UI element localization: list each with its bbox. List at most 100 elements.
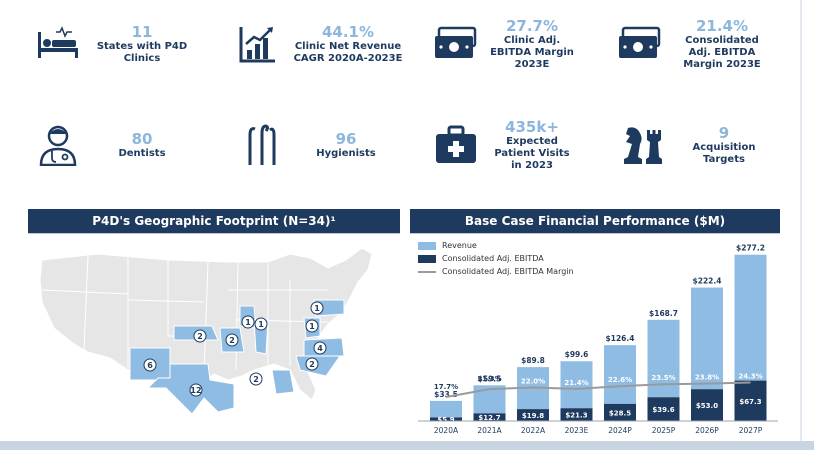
stat-label: Consolidated Adj. EBITDA Margin 2023E	[683, 34, 761, 70]
margin-data-label: 24.3%	[738, 372, 762, 380]
stat-value: 9	[718, 123, 730, 142]
ebitda-bar	[517, 409, 549, 421]
state-count: 2	[309, 360, 315, 369]
ebitda-bar	[473, 413, 506, 421]
x-tick-label: 2023E	[565, 426, 589, 435]
stat-value: 27.7%	[505, 16, 559, 35]
revenue-data-label: $59.5	[478, 374, 502, 383]
ebitda-data-label: $21.3	[565, 412, 587, 420]
page-right-border	[800, 0, 802, 441]
x-tick-label: 2024P	[608, 426, 632, 435]
x-tick-label: 2025P	[652, 426, 676, 435]
revenue-bar	[734, 254, 767, 381]
chart-panel-title: Base Case Financial Performance ($M)	[410, 209, 780, 233]
map-panel-title: P4D's Geographic Footprint (N=34)¹	[28, 209, 400, 233]
stat-label: Hygienists	[316, 147, 376, 159]
ebitda-data-label: $19.8	[522, 412, 544, 420]
state-count: 6	[147, 361, 153, 370]
medical-kit-icon	[428, 117, 484, 173]
state-count: 2	[197, 332, 203, 341]
state-count: 1	[309, 322, 315, 331]
state-georgia	[271, 369, 295, 395]
financial-chart: $33.5 $5.9 2020A $59.5 $12.7 2021A $89.8 $19.8 2…	[418, 244, 778, 435]
ebitda-data-label: $53.0	[696, 402, 718, 410]
stat-acquisition-targets: 9 Acquisition Targets	[614, 117, 772, 173]
margin-data-label: 23.5%	[651, 374, 675, 382]
chart-panel-underline	[410, 233, 780, 234]
revenue-bar	[560, 361, 593, 409]
dentist-icon	[30, 117, 86, 173]
x-tick-label: 2020A	[434, 426, 459, 435]
ebitda-data-label: $12.7	[478, 414, 500, 422]
stat-cagr: 44.1% Clinic Net Revenue CAGR 2020A-2023…	[230, 16, 404, 72]
stat-value: 11	[131, 22, 153, 41]
chart-legend: Revenue Consolidated Adj. EBITDA Consoli…	[418, 239, 574, 278]
ebitda-data-label: $39.6	[652, 406, 674, 414]
stat-consolidated-margin: 21.4% Consolidated Adj. EBITDA Margin 20…	[612, 16, 770, 72]
map-panel-underline	[28, 233, 400, 234]
margin-data-label: 17.7%	[434, 383, 458, 391]
revenue-data-label: $126.4	[606, 334, 635, 343]
stat-value: 21.4%	[695, 16, 749, 35]
x-tick-label: 2027P	[739, 426, 763, 435]
us-map: 6 12 2 2 1 1 2 1 1 4 2	[39, 247, 373, 415]
revenue-data-label: $168.7	[649, 309, 678, 318]
state-count: 2	[229, 336, 235, 345]
hospital-bed-icon	[30, 16, 86, 72]
revenue-data-label: $89.8	[521, 356, 545, 365]
stat-hygienists: 96 Hygienists	[234, 117, 396, 173]
state-count: 4	[317, 344, 323, 353]
stat-label: Clinic Adj. EBITDA Margin 2023E	[490, 34, 574, 70]
legend-item: Consolidated Adj. EBITDA	[418, 252, 574, 265]
stat-label: Expected Patient Visits in 2023	[494, 135, 570, 171]
state-count: 12	[190, 386, 201, 395]
ebitda-data-label: $67.3	[739, 398, 761, 406]
state-count: 2	[253, 375, 259, 384]
dental-tools-icon	[234, 117, 290, 173]
ebitda-data-label: $28.5	[609, 409, 631, 417]
legend-label: Revenue	[442, 241, 477, 250]
stat-label: States with P4D Clinics	[96, 40, 188, 64]
ebitda-bar	[691, 389, 723, 421]
legend-label: Consolidated Adj. EBITDA	[442, 254, 544, 263]
stat-states: 11 States with P4D Clinics	[30, 16, 192, 72]
revenue-data-label: $99.6	[565, 350, 589, 359]
revenue-bar	[691, 287, 723, 390]
ebitda-bar	[604, 403, 636, 421]
state-count: 1	[245, 318, 251, 327]
stat-label: Dentists	[118, 147, 166, 159]
ebitda-bar	[647, 397, 680, 421]
legend-item: Revenue	[418, 239, 574, 252]
revenue-data-label: $33.5	[434, 390, 458, 399]
stat-value: 44.1%	[321, 22, 375, 41]
stat-value: 96	[335, 129, 357, 148]
stat-value: 80	[131, 129, 153, 148]
margin-data-label: 22.0%	[521, 378, 545, 386]
x-tick-label: 2022A	[521, 426, 546, 435]
stat-label: Acquisition Targets	[692, 141, 756, 165]
revenue-bar	[430, 400, 462, 418]
growth-chart-icon	[230, 16, 286, 72]
legend-line-swatch	[418, 270, 436, 273]
margin-data-label: 21.3%	[477, 375, 501, 383]
stat-dentists: 80 Dentists	[30, 117, 192, 173]
stat-value: 435k+	[505, 117, 559, 136]
margin-data-label: 23.8%	[695, 374, 719, 382]
revenue-data-label: $222.4	[693, 277, 722, 286]
margin-data-label: 21.4%	[564, 379, 588, 387]
chess-pieces-icon	[614, 117, 670, 173]
legend-item: Consolidated Adj. EBITDA Margin	[418, 265, 574, 278]
x-tick-label: 2021A	[477, 426, 502, 435]
cash-icon	[428, 16, 484, 72]
ebitda-bar	[560, 408, 593, 421]
legend-swatch	[418, 254, 436, 263]
x-tick-label: 2026P	[695, 426, 719, 435]
ebitda-data-label: $5.9	[437, 416, 454, 424]
stat-label: Clinic Net Revenue CAGR 2020A-2023E	[293, 40, 403, 64]
margin-data-label: 22.6%	[608, 376, 632, 384]
cash-icon	[612, 16, 668, 72]
revenue-data-label: $277.2	[736, 244, 765, 253]
legend-label: Consolidated Adj. EBITDA Margin	[442, 267, 574, 276]
stat-patient-visits: 435k+ Expected Patient Visits in 2023	[428, 117, 574, 173]
revenue-bar	[604, 345, 636, 404]
